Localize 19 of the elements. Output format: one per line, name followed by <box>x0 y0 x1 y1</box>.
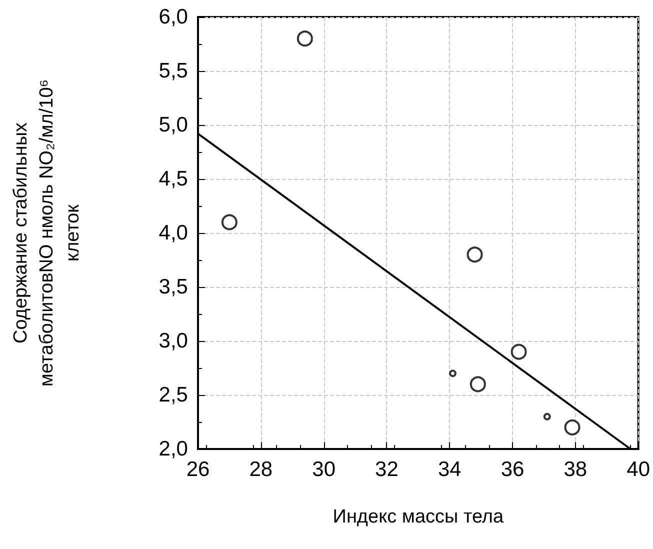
y-tick-label: 3,0 <box>158 330 188 352</box>
y-axis-title: Содержание стабильных метаболитовNO нмоль NO₂/мл/10⁶ клеток <box>10 79 84 387</box>
x-tick-label: 26 <box>186 458 210 481</box>
y-tick-label: 6,0 <box>158 6 188 28</box>
x-tick-label: 28 <box>249 458 273 481</box>
x-axis-title: Индекс массы тела <box>332 506 504 528</box>
x-tick-label: 38 <box>564 458 588 481</box>
y-tick-label: 2,5 <box>158 384 188 406</box>
x-tick-label: 40 <box>626 458 650 481</box>
y-tick-label: 3,5 <box>158 276 188 298</box>
y-tick-label: 2,0 <box>158 438 188 460</box>
y-tick-label: 5,5 <box>158 60 188 82</box>
x-tick-label: 32 <box>375 458 398 481</box>
y-tick-label: 4,0 <box>158 222 188 244</box>
x-tick-label: 30 <box>312 458 336 481</box>
y-tick-label: 5,0 <box>158 114 188 136</box>
y-tick-label: 4,5 <box>158 168 188 190</box>
x-tick-label: 34 <box>438 458 462 481</box>
x-tick-label: 36 <box>500 458 524 481</box>
